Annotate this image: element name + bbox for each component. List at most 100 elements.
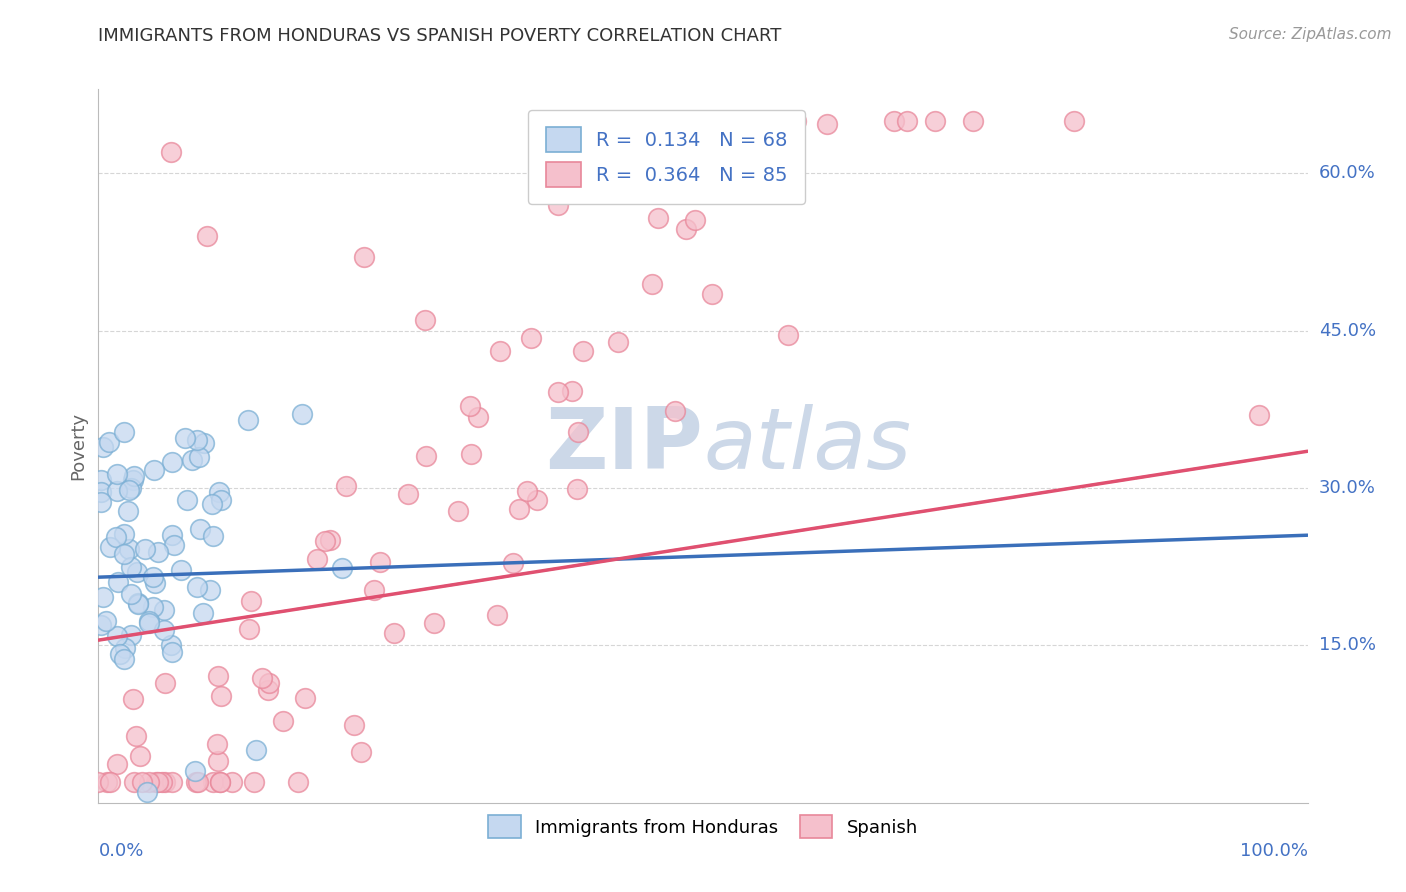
Spanish (131, 774, 153, 789)
Spanish (447, 504, 470, 518)
Spanish (647, 211, 669, 225)
Spanish (363, 582, 385, 597)
Immigrants from Honduras (142, 463, 165, 477)
Immigrants from Honduras (127, 597, 149, 611)
Text: 0.0%: 0.0% (98, 842, 143, 860)
Immigrants from Honduras (142, 570, 165, 584)
Immigrants from Honduras (94, 614, 117, 628)
Immigrants from Honduras (127, 596, 149, 610)
Spanish (96, 774, 118, 789)
Immigrants from Honduras (120, 587, 142, 601)
Immigrants from Honduras (112, 527, 135, 541)
Spanish (187, 774, 209, 789)
Spanish (122, 691, 145, 706)
Immigrants from Honduras (108, 647, 131, 661)
Spanish (305, 551, 328, 566)
Spanish (547, 385, 569, 400)
Spanish (565, 482, 588, 496)
Immigrants from Honduras (191, 606, 214, 620)
Immigrants from Honduras (160, 645, 183, 659)
Spanish (675, 221, 697, 235)
Spanish (508, 501, 530, 516)
Legend: Immigrants from Honduras, Spanish: Immigrants from Honduras, Spanish (479, 806, 927, 847)
Spanish (883, 113, 905, 128)
Immigrants from Honduras (201, 497, 224, 511)
Immigrants from Honduras (142, 600, 165, 615)
Spanish (335, 479, 357, 493)
Spanish (287, 774, 309, 789)
Immigrants from Honduras (146, 545, 169, 559)
Immigrants from Honduras (135, 785, 157, 799)
Spanish (319, 533, 342, 547)
Spanish (1249, 408, 1271, 422)
Spanish (209, 774, 232, 789)
Immigrants from Honduras (90, 473, 112, 487)
Spanish (205, 737, 228, 751)
Spanish (350, 745, 373, 759)
Spanish (195, 229, 218, 244)
Immigrants from Honduras (186, 580, 208, 594)
Spanish (243, 774, 266, 789)
Immigrants from Honduras (118, 483, 141, 497)
Immigrants from Honduras (160, 638, 183, 652)
Immigrants from Honduras (198, 582, 221, 597)
Immigrants from Honduras (112, 547, 135, 561)
Immigrants from Honduras (209, 493, 232, 508)
Spanish (209, 690, 232, 704)
Spanish (122, 774, 145, 789)
Immigrants from Honduras (193, 436, 215, 450)
Spanish (572, 343, 595, 358)
Immigrants from Honduras (291, 407, 314, 421)
Spanish (962, 113, 984, 128)
Immigrants from Honduras (105, 629, 128, 643)
Spanish (489, 344, 512, 359)
Spanish (184, 774, 207, 789)
Immigrants from Honduras (105, 529, 128, 543)
Spanish (520, 331, 543, 345)
Immigrants from Honduras (160, 454, 183, 468)
Immigrants from Honduras (98, 540, 121, 554)
Spanish (398, 486, 420, 500)
Immigrants from Honduras (107, 574, 129, 589)
Immigrants from Honduras (138, 614, 160, 628)
Spanish (238, 622, 260, 636)
Spanish (486, 607, 509, 622)
Spanish (256, 682, 278, 697)
Immigrants from Honduras (184, 764, 207, 779)
Spanish (382, 625, 405, 640)
Text: atlas: atlas (703, 404, 911, 488)
Spanish (460, 447, 482, 461)
Spanish (561, 384, 583, 398)
Spanish (567, 425, 589, 439)
Immigrants from Honduras (127, 565, 149, 579)
Spanish (257, 676, 280, 690)
Immigrants from Honduras (107, 467, 129, 482)
Text: IMMIGRANTS FROM HONDURAS VS SPANISH POVERTY CORRELATION CHART: IMMIGRANTS FROM HONDURAS VS SPANISH POVE… (98, 27, 782, 45)
Spanish (239, 594, 262, 608)
Spanish (785, 113, 807, 128)
Immigrants from Honduras (153, 602, 176, 616)
Immigrants from Honduras (181, 453, 204, 467)
Spanish (924, 113, 946, 128)
Text: 45.0%: 45.0% (1319, 321, 1376, 340)
Spanish (353, 250, 375, 264)
Spanish (124, 729, 146, 743)
Immigrants from Honduras (163, 538, 186, 552)
Immigrants from Honduras (90, 485, 112, 500)
Text: 30.0%: 30.0% (1319, 479, 1375, 497)
Spanish (702, 286, 724, 301)
Immigrants from Honduras (91, 591, 114, 605)
Text: 60.0%: 60.0% (1319, 164, 1375, 182)
Immigrants from Honduras (170, 563, 193, 577)
Immigrants from Honduras (238, 413, 260, 427)
Spanish (153, 774, 176, 789)
Spanish (422, 615, 444, 630)
Spanish (160, 145, 183, 160)
Spanish (314, 533, 336, 548)
Spanish (641, 277, 664, 291)
Immigrants from Honduras (208, 485, 231, 500)
Immigrants from Honduras (120, 560, 142, 574)
Immigrants from Honduras (90, 494, 112, 508)
Y-axis label: Poverty: Poverty (69, 412, 87, 480)
Spanish (683, 212, 706, 227)
